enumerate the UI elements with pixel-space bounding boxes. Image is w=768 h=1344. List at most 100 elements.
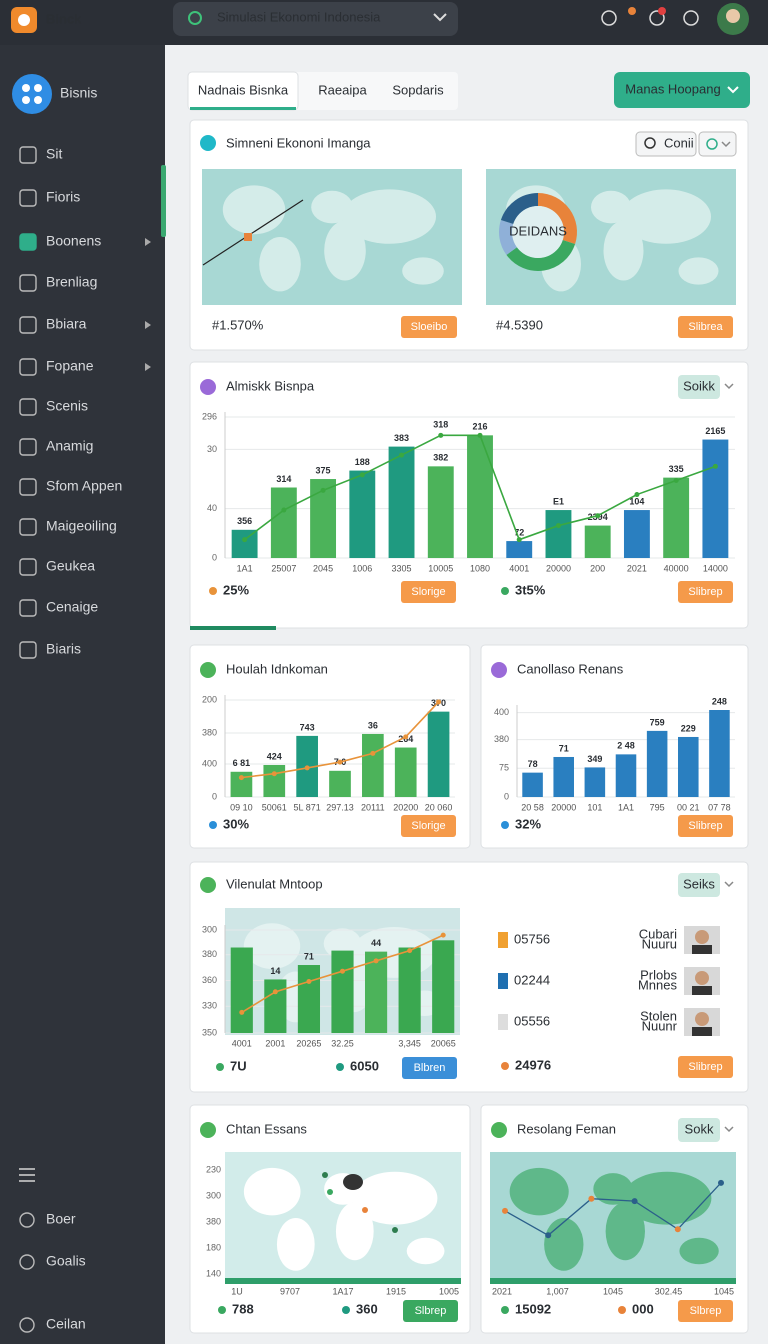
list-swatch (498, 973, 508, 989)
trend-point (477, 432, 483, 438)
bar (646, 730, 668, 797)
badge-dot (628, 7, 636, 15)
panel-icon (200, 135, 216, 151)
icon[interactable] (683, 10, 699, 26)
button[interactable] (678, 1056, 733, 1078)
x-label: 1915 (386, 1286, 406, 1296)
avatar-body (692, 1027, 712, 1036)
panel-title: Chtan Essans (226, 1121, 307, 1136)
action-button[interactable] (614, 72, 750, 108)
button[interactable] (401, 581, 456, 603)
trend-point (712, 463, 718, 469)
bar (427, 711, 450, 797)
bar (297, 965, 321, 1033)
legend-label: 15092 (515, 1301, 551, 1316)
data-label: 72 (514, 527, 524, 537)
nav-item: Maigeoiling (46, 518, 117, 534)
bar (264, 979, 287, 1033)
list-label: 05756 (514, 931, 550, 946)
bar (349, 470, 376, 558)
nav-item: Boer (46, 1211, 76, 1227)
icon[interactable] (601, 10, 617, 26)
search-box[interactable] (173, 2, 458, 36)
button[interactable] (401, 316, 457, 338)
person-caption: Stolen (640, 1008, 677, 1023)
x-tick-label: 4001 (509, 563, 529, 573)
trend-point (673, 477, 679, 483)
sidebar (0, 45, 165, 1344)
button[interactable] (678, 815, 733, 837)
button[interactable] (678, 316, 733, 338)
panel-title: Canollaso Renans (517, 661, 624, 676)
button[interactable] (401, 815, 456, 837)
x-label: 1005 (439, 1286, 459, 1296)
continent (335, 1202, 374, 1261)
badge[interactable] (678, 375, 720, 399)
x-tick-label: 20065 (431, 1038, 456, 1048)
toggle-dot (706, 138, 718, 150)
data-label: 78 (528, 759, 538, 769)
continent (352, 1171, 438, 1225)
badge-label: Seiks (683, 876, 715, 891)
legend-dot (501, 1306, 509, 1314)
trend-point (340, 968, 345, 974)
badge-label: Soikk (683, 378, 715, 393)
y-tick-label: 296 (202, 411, 217, 421)
donut-segment (538, 193, 577, 245)
legend-dot (618, 1306, 626, 1314)
legend-label: 30% (223, 816, 249, 831)
button-label: Slorige (411, 820, 445, 832)
button-label: Slbrep (415, 1305, 447, 1317)
button[interactable] (403, 1300, 458, 1322)
trend-point (337, 759, 343, 765)
donut-hole (512, 206, 564, 258)
badge[interactable] (678, 873, 720, 897)
x-tick-label: 20265 (296, 1038, 321, 1048)
nav-item: Boonens (46, 233, 101, 249)
bar (522, 772, 543, 797)
data-label: 759 (650, 717, 665, 727)
data-label: 2 48 (617, 741, 635, 751)
button[interactable] (678, 1300, 733, 1322)
y-tick-label: 400 (202, 758, 217, 768)
x-tick-label: 20000 (546, 563, 571, 573)
bar (394, 747, 417, 797)
chevron (433, 13, 447, 22)
chevron (721, 141, 731, 148)
icon[interactable] (649, 10, 665, 26)
continent (406, 1237, 445, 1265)
y-tick-label: 40 (207, 503, 217, 513)
bar (329, 770, 351, 797)
map-point (545, 1232, 552, 1239)
legend-dot (336, 1063, 344, 1071)
map-strip (225, 1278, 461, 1284)
chevron (724, 881, 734, 888)
bar (663, 477, 690, 558)
bar (427, 466, 454, 558)
map-line (504, 1182, 722, 1237)
nav-icon (19, 398, 37, 416)
nav-icon (19, 1317, 35, 1333)
y-tick-label: 380 (202, 949, 217, 959)
continent (621, 189, 711, 244)
menu-icon[interactable] (19, 1168, 35, 1182)
x-tick-label: 20 060 (425, 802, 453, 812)
button[interactable] (402, 1057, 457, 1079)
panel-icon (200, 877, 216, 893)
map-point (631, 1198, 638, 1205)
list-swatch (498, 932, 508, 948)
action-label: Manas Hoopang (625, 81, 720, 96)
y-tick-label: 330 (202, 1001, 217, 1011)
badge[interactable] (678, 1118, 720, 1142)
data-label: 424 (267, 751, 282, 761)
marker (244, 233, 252, 241)
x-label: 2021 (492, 1286, 512, 1296)
data-label: 248 (712, 696, 727, 706)
data-label: 14 (270, 966, 280, 976)
button[interactable] (678, 581, 733, 603)
trend-point (370, 750, 376, 756)
trend-point (399, 452, 405, 458)
search-text: Simulasi Ekonomi Indonesia (217, 9, 381, 24)
brand-icon (12, 74, 52, 114)
trend-point (306, 979, 312, 984)
